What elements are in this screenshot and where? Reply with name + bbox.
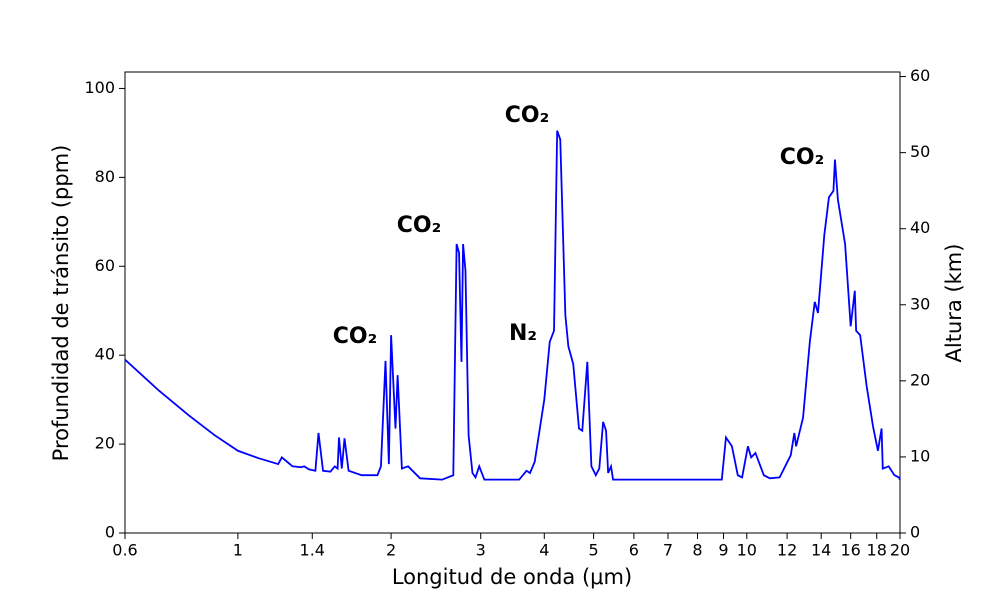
x-tick-label: 20 — [890, 541, 910, 560]
y2-tick-label: 40 — [910, 218, 930, 237]
x-tick-label: 0.6 — [112, 541, 137, 560]
x-tick-label: 4 — [539, 541, 549, 560]
x-tick-label: 8 — [692, 541, 702, 560]
annotation: CO₂ — [780, 145, 824, 170]
y2-axis-label: Altura (km) — [942, 244, 966, 363]
annotation: CO₂ — [397, 213, 441, 238]
y-tick-label: 60 — [95, 256, 115, 275]
y-tick-label: 40 — [95, 345, 115, 364]
x-tick-label: 7 — [663, 541, 673, 560]
x-tick-label: 2 — [386, 541, 396, 560]
x-tick-label: 9 — [718, 541, 728, 560]
y2-tick-label: 60 — [910, 66, 930, 85]
y-tick-label: 20 — [95, 434, 115, 453]
y-tick-label: 80 — [95, 167, 115, 186]
y2-tick-label: 0 — [910, 523, 920, 542]
plot-frame — [124, 71, 901, 534]
y-tick-label: 0 — [105, 523, 115, 542]
spectrum-line — [124, 130, 901, 481]
annotation: N₂ — [509, 321, 537, 346]
annotation: CO₂ — [505, 103, 549, 128]
x-tick-label: 12 — [777, 541, 797, 560]
x-tick-label: 3 — [476, 541, 486, 560]
x-tick-label: 18 — [867, 541, 887, 560]
y2-tick-label: 20 — [910, 370, 930, 389]
y2-tick-label: 30 — [910, 294, 930, 313]
x-tick-label: 10 — [737, 541, 757, 560]
x-tick-label: 1 — [233, 541, 243, 560]
x-axis-label: Longitud de onda (μm) — [392, 565, 632, 589]
y2-tick-label: 50 — [910, 142, 930, 161]
x-tick-label: 5 — [589, 541, 599, 560]
x-tick-label: 14 — [811, 541, 831, 560]
annotation: CO₂ — [333, 324, 377, 349]
y-tick-label: 100 — [84, 78, 115, 97]
y2-tick-label: 10 — [910, 446, 930, 465]
x-tick-label: 6 — [629, 541, 639, 560]
y-axis-label: Profundidad de tránsito (ppm) — [49, 145, 73, 462]
x-tick-label: 1.4 — [300, 541, 325, 560]
x-tick-label: 16 — [841, 541, 861, 560]
